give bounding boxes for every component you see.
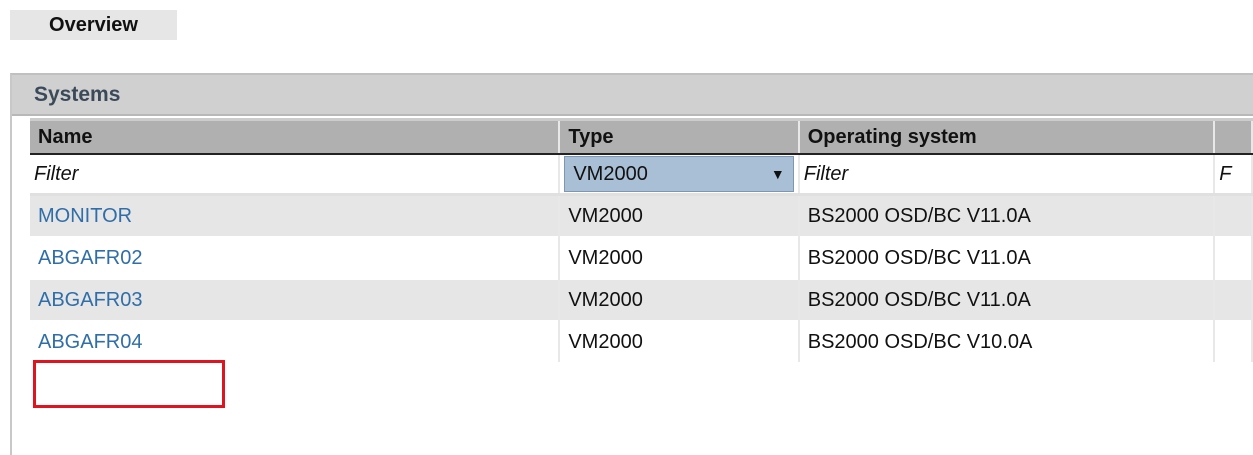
system-link[interactable]: ABGAFR03 bbox=[38, 288, 143, 311]
column-header-type[interactable]: Type bbox=[559, 119, 800, 155]
systems-panel: Systems bbox=[10, 73, 1253, 455]
type-cell: VM2000 bbox=[559, 278, 800, 321]
table-row: ABGAFR03 VM2000 BS2000 OSD/BC V11.0A bbox=[30, 278, 1253, 321]
system-link[interactable]: ABGAFR04 bbox=[38, 330, 143, 353]
system-link[interactable]: ABGAFR02 bbox=[38, 246, 143, 269]
system-link[interactable]: MONITOR bbox=[38, 204, 133, 227]
os-cell: BS2000 OSD/BC V11.0A bbox=[798, 236, 1216, 279]
highlight-box bbox=[33, 360, 225, 408]
tab-overview[interactable]: Overview bbox=[10, 10, 177, 40]
dropdown-arrow-icon: ▼ bbox=[770, 166, 785, 182]
column-header-name[interactable]: Name bbox=[30, 119, 561, 155]
type-cell: VM2000 bbox=[559, 320, 800, 362]
table-row: MONITOR VM2000 BS2000 OSD/BC V11.0A bbox=[30, 193, 1253, 237]
os-cell: BS2000 OSD/BC V11.0A bbox=[798, 193, 1216, 237]
name-filter-input[interactable]: Filter bbox=[30, 154, 561, 196]
table-row: ABGAFR02 VM2000 BS2000 OSD/BC V11.0A bbox=[30, 236, 1253, 279]
os-cell: BS2000 OSD/BC V11.0A bbox=[798, 278, 1216, 321]
column-header-os[interactable]: Operating system bbox=[798, 119, 1216, 155]
type-cell: VM2000 bbox=[559, 236, 800, 279]
type-filter-value: VM2000 bbox=[573, 163, 648, 185]
systems-table: Name Type Operating system Filter VM2000… bbox=[30, 118, 1253, 362]
panel-title: Systems bbox=[12, 75, 1253, 116]
os-filter-input[interactable]: Filter bbox=[798, 154, 1216, 196]
type-cell: VM2000 bbox=[559, 193, 800, 237]
column-header-extra[interactable] bbox=[1214, 119, 1253, 155]
os-cell: BS2000 OSD/BC V10.0A bbox=[798, 320, 1216, 362]
table-row: ABGAFR04 VM2000 BS2000 OSD/BC V10.0A bbox=[30, 320, 1253, 362]
extra-filter-input[interactable]: F bbox=[1214, 154, 1253, 196]
type-filter-select[interactable]: VM2000 ▼ bbox=[559, 154, 800, 196]
